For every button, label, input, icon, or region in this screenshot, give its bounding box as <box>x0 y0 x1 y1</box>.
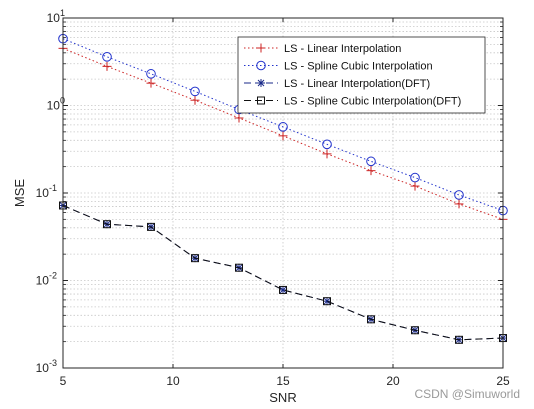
data-point <box>366 156 376 167</box>
circle-marker <box>146 69 156 79</box>
data-point <box>322 139 332 150</box>
legend-item: LS - Linear Interpolation <box>244 43 401 55</box>
star-marker-d2 <box>323 297 331 305</box>
legend-marker <box>256 43 266 53</box>
square-marker <box>257 96 265 105</box>
data-point <box>279 285 287 294</box>
data-point <box>323 297 331 306</box>
square-marker <box>147 222 155 231</box>
legend-item: LS - Linear Interpolation(DFT) <box>244 78 430 90</box>
y-tick-label: 10-1 <box>36 183 57 200</box>
square-marker <box>367 315 375 324</box>
data-point <box>103 220 111 229</box>
data-point <box>102 52 112 62</box>
legend-label: LS - Linear Interpolation <box>284 43 401 55</box>
star-marker-d2 <box>279 286 287 294</box>
data-point <box>322 149 332 159</box>
circle-marker <box>366 156 376 167</box>
data-point <box>278 131 288 141</box>
circle-marker <box>454 190 464 200</box>
y-tick-label: 10-3 <box>36 358 57 375</box>
data-point <box>190 95 200 105</box>
x-axis-label: SNR <box>269 390 296 405</box>
y-tick-label: 101 <box>47 8 65 25</box>
data-point <box>410 172 420 183</box>
axes: 5 10 15 20 25 10-3 10-2 10-1 100 101 <box>36 8 510 388</box>
square-marker <box>103 220 111 229</box>
series-line <box>62 205 504 341</box>
data-point <box>190 86 200 97</box>
x-tick-label: 15 <box>276 374 290 388</box>
star-marker-d2 <box>257 79 265 87</box>
data-point <box>454 199 464 209</box>
square-marker <box>455 335 463 344</box>
circle-marker <box>190 86 200 97</box>
square-marker <box>323 297 331 306</box>
y-tick-label: 100 <box>47 96 65 113</box>
legend-item: LS - Spline Cubic Interpolation(DFT) <box>244 96 461 108</box>
legend-marker <box>257 96 265 105</box>
data-point <box>323 297 331 306</box>
legend-box <box>237 36 486 114</box>
data-point <box>278 122 288 132</box>
circle-marker <box>102 52 112 62</box>
circle-marker <box>322 139 332 150</box>
data-point <box>234 113 244 123</box>
x-tick-label: 5 <box>60 374 67 388</box>
data-point <box>102 61 112 71</box>
data-point <box>147 222 155 231</box>
data-point <box>235 263 243 272</box>
data-point <box>410 181 420 191</box>
circle-marker <box>256 60 266 71</box>
watermark: CSDN @Simuworld <box>414 387 520 401</box>
data-point <box>366 166 376 176</box>
y-tick-label: 10-2 <box>36 271 57 288</box>
x-tick-label: 20 <box>386 374 400 388</box>
legend-label: LS - Linear Interpolation(DFT) <box>284 78 430 90</box>
square-marker <box>411 326 419 335</box>
x-tick-label: 10 <box>166 374 180 388</box>
data-point <box>146 69 156 79</box>
data-point <box>279 285 287 294</box>
square-marker <box>191 254 199 263</box>
legend-marker <box>256 60 266 71</box>
y-axis-label: MSE <box>12 179 27 208</box>
circle-marker <box>278 122 288 132</box>
series-line <box>62 38 504 212</box>
x-tick-label: 25 <box>496 374 510 388</box>
legend-marker <box>257 79 265 87</box>
data-point <box>454 190 464 200</box>
legend: LS - Linear Interpolation LS - Spline Cub… <box>237 36 486 114</box>
data-point <box>411 326 419 335</box>
square-marker <box>279 285 287 294</box>
square-marker <box>235 263 243 272</box>
data-point <box>455 335 463 344</box>
data-point <box>367 315 375 324</box>
data-point <box>191 254 199 263</box>
legend-item: LS - Spline Cubic Interpolation <box>244 61 433 73</box>
circle-marker <box>410 172 420 183</box>
series-1 <box>58 43 508 224</box>
legend-label: LS - Spline Cubic Interpolation(DFT) <box>284 96 461 108</box>
data-point <box>146 78 156 88</box>
series-layer <box>58 33 508 344</box>
legend-label: LS - Spline Cubic Interpolation <box>284 61 433 73</box>
